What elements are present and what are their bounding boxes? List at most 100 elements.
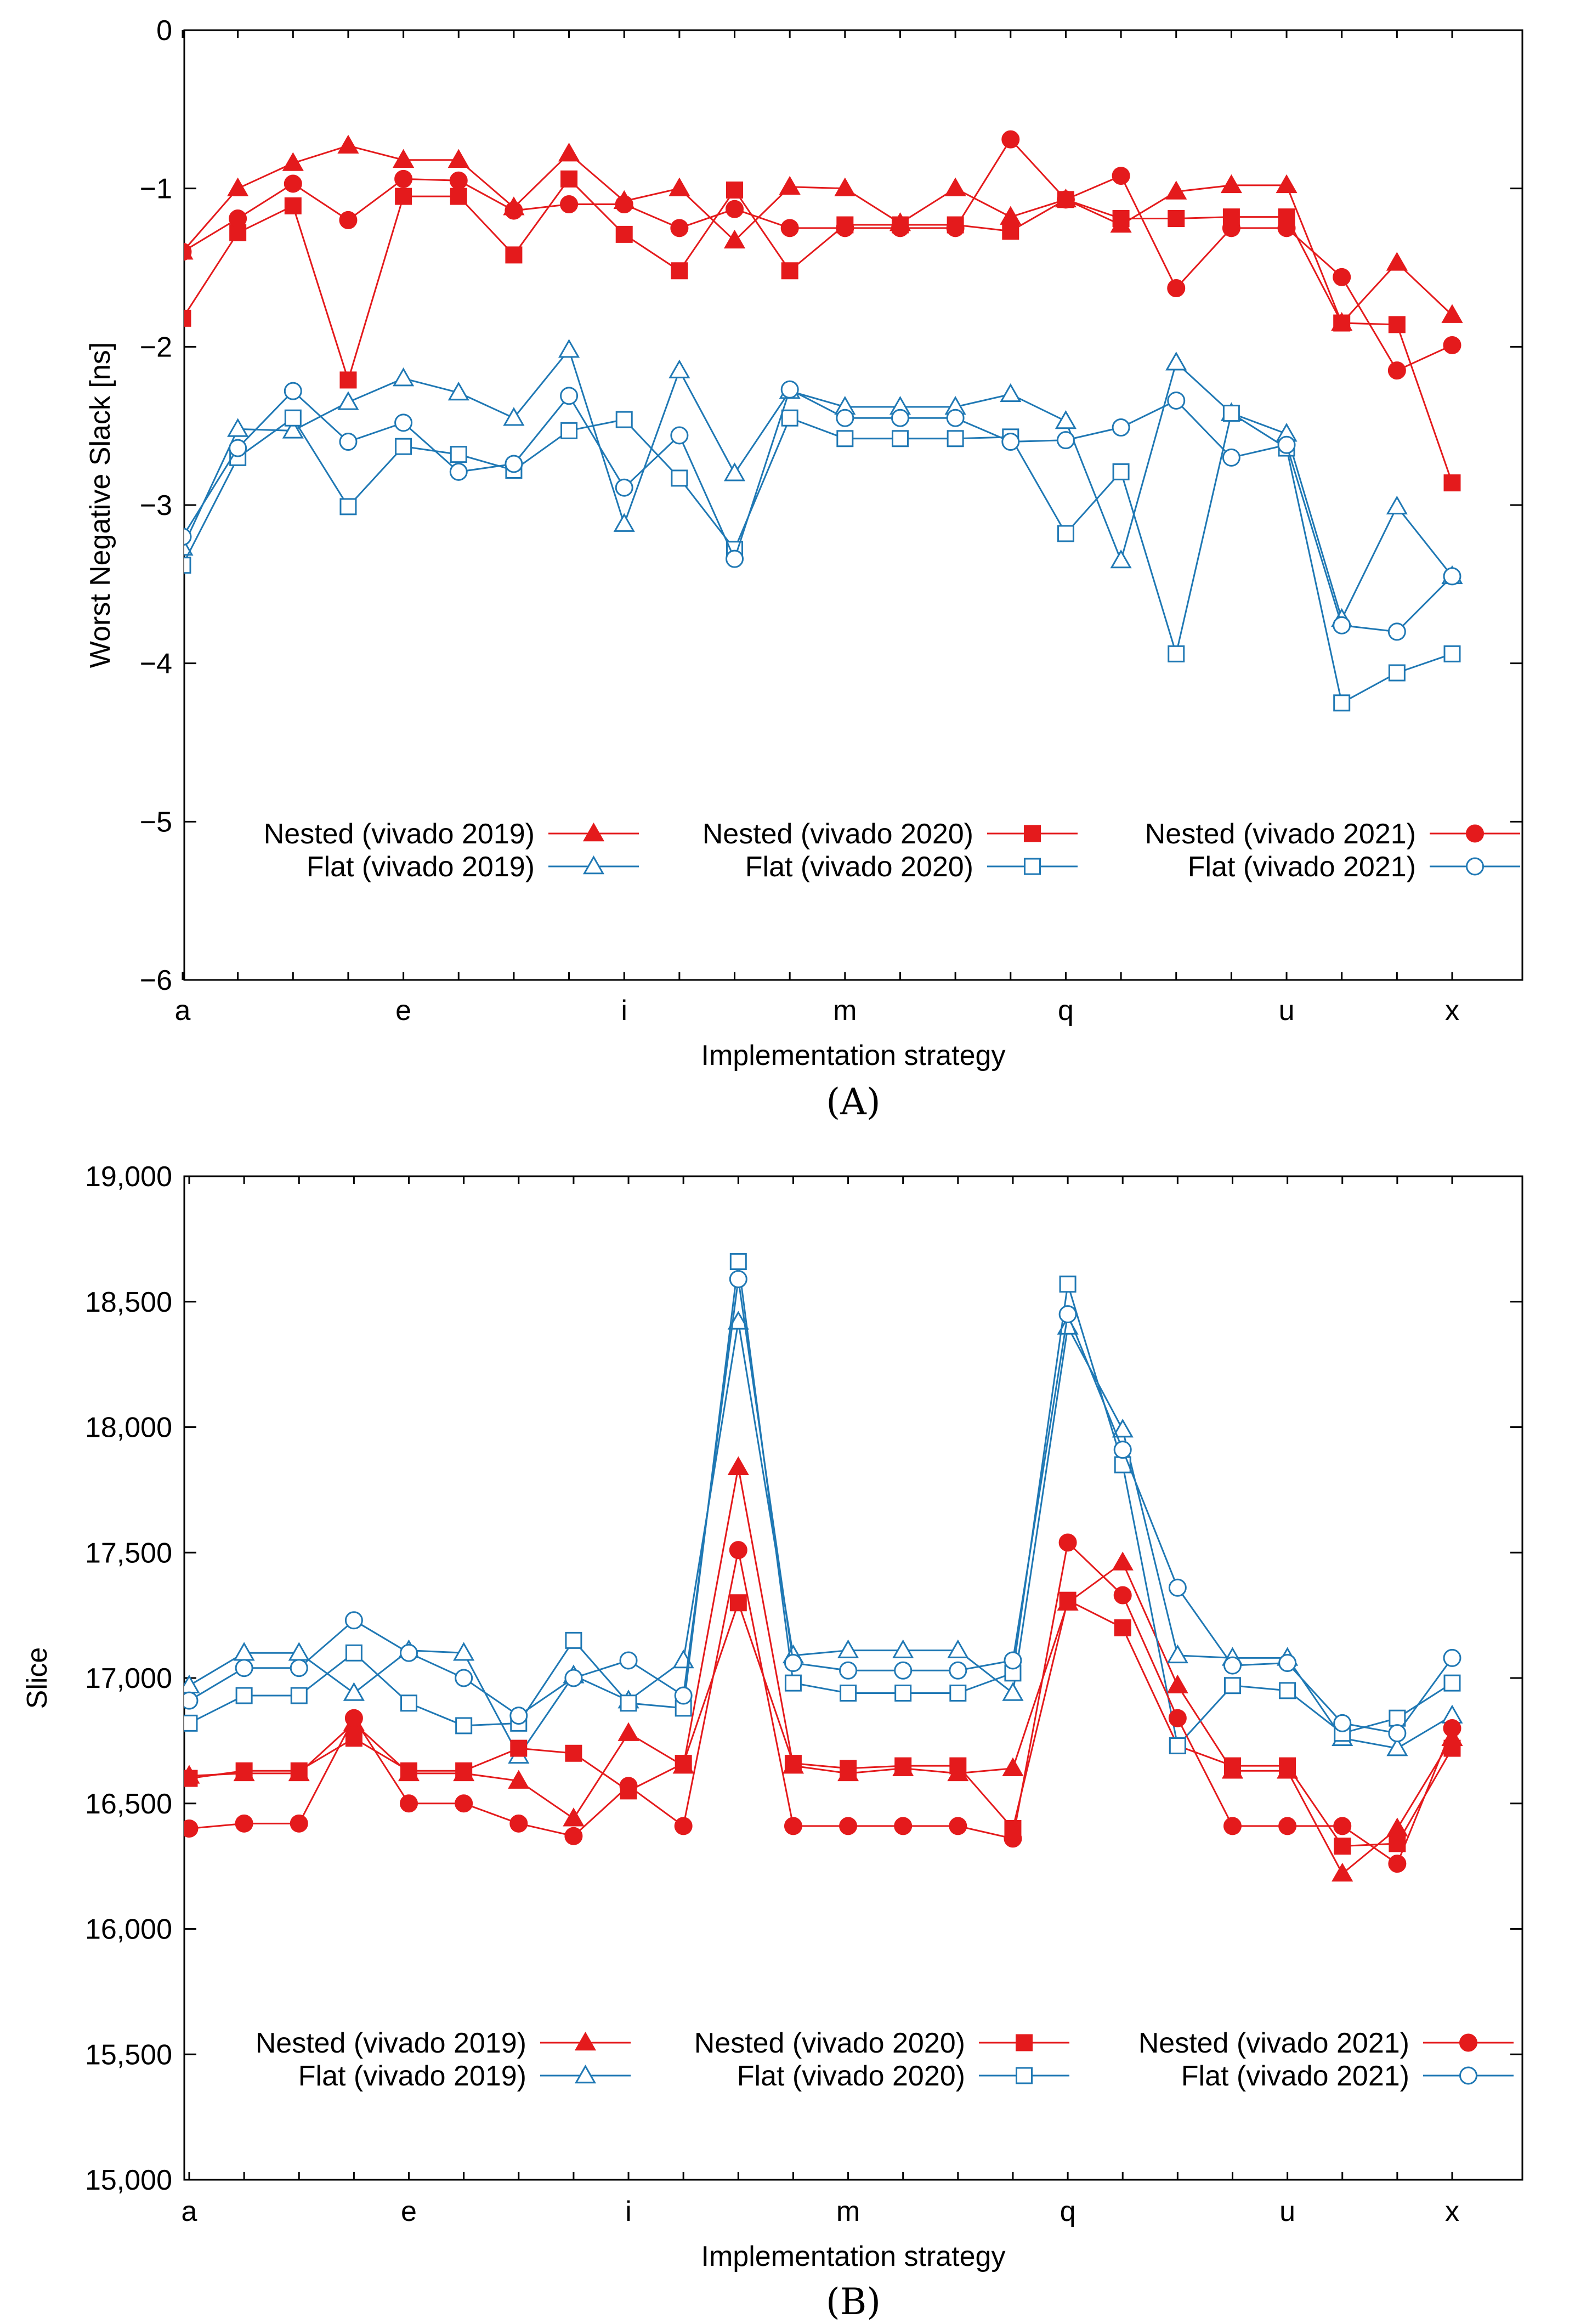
data-point [395,188,412,205]
series-line [184,138,1453,372]
data-point [1002,1682,1024,1701]
data-point [1388,1724,1407,1743]
data-point [726,182,744,199]
y-tick-label: −3 [140,490,172,522]
data-point [450,446,467,463]
data-point [1223,1757,1241,1775]
data-point [1000,383,1022,403]
data-point [564,1827,583,1845]
series-line [184,178,1453,484]
data-point [184,309,191,327]
data-point [949,1661,967,1680]
data-point [564,1669,583,1687]
data-point [345,1644,362,1662]
data-point [726,200,744,218]
series-flat-vivado-2021 [184,1270,1461,1743]
data-point [949,1817,967,1835]
data-point [1441,304,1463,323]
x-axis-label: Implementation strategy [701,1040,1006,1072]
series-line [184,412,1453,705]
data-point [1168,645,1185,662]
data-point [565,1631,582,1649]
series-line [184,145,1453,325]
data-point [779,175,801,195]
data-point [233,1642,255,1661]
data-point [1387,361,1406,380]
series-line [184,348,1453,621]
data-point [560,195,579,214]
data-point [1114,1619,1131,1636]
data-point [394,413,413,432]
legend-entry: Flat (vivado 2021) [1188,851,1520,883]
legend-marker [574,2031,597,2051]
chart-caption: (A) [826,1081,880,1123]
data-point [668,177,690,196]
y-tick-label: 17,500 [85,1537,172,1569]
data-point [839,1817,858,1835]
series-line [189,1261,1453,1748]
data-point [455,1794,473,1813]
y-tick-label: −6 [140,965,172,996]
data-point [1220,174,1242,194]
data-point [1112,1551,1134,1571]
legend-entry: Nested (vivado 2021) [1145,818,1520,850]
data-point [1278,1817,1297,1835]
data-point [1223,1817,1242,1835]
data-point [1333,1714,1352,1732]
data-point [505,201,523,220]
data-point [455,1717,473,1735]
data-point [1055,410,1077,429]
legend-label: Nested (vivado 2019) [264,818,535,850]
data-point [1279,1682,1296,1699]
data-point [1333,694,1351,712]
legend-label: Nested (vivado 2021) [1145,818,1416,850]
data-point [1389,1709,1406,1727]
data-point [1332,1862,1353,1882]
data-point [227,418,249,437]
data-point [395,438,412,455]
data-point [184,1819,199,1838]
data-point [447,149,469,168]
data-point [184,242,192,261]
series-nested-vivado-2021 [184,1533,1461,1873]
data-point [780,219,799,237]
data-point [184,557,191,574]
data-point [836,409,854,427]
data-point [671,262,688,280]
data-point [839,1661,858,1680]
data-point [509,1814,528,1833]
data-point [503,407,525,426]
x-axis-label: Implementation strategy [701,2241,1006,2272]
data-point [1386,1737,1408,1756]
legend-entry: Flat (vivado 2019) [298,2060,631,2092]
x-tick-label: q [1058,995,1074,1027]
data-point [449,171,468,190]
data-point [837,1639,859,1658]
data-point [229,439,247,457]
data-point [617,1722,639,1741]
data-point [1112,463,1130,480]
data-point [668,359,690,378]
legend-marker [1016,2034,1033,2051]
data-point [455,1669,473,1687]
data-point [1057,525,1074,542]
data-point [1333,268,1351,286]
legend-label: Flat (vivado 2020) [737,2060,965,2092]
chart-caption: (B) [826,2281,881,2323]
y-tick-label: 18,500 [85,1286,172,1318]
data-point [1113,1586,1132,1605]
y-tick-label: 15,500 [85,2039,172,2071]
data-point [560,387,579,405]
series-flat-vivado-2020 [184,405,1461,712]
data-point [1059,1591,1077,1609]
data-point [675,1755,692,1772]
data-point [235,1814,253,1833]
data-point [1167,391,1186,410]
data-point [284,382,302,400]
series-line [184,388,1453,633]
data-point [453,1642,475,1661]
chart-b: 19,000 18,500 18,000 17,500 17,000 16,500 16,0… [21,1161,1523,2323]
data-point [946,219,965,237]
data-point [344,1709,363,1727]
x-tick-label: a [182,2196,197,2227]
